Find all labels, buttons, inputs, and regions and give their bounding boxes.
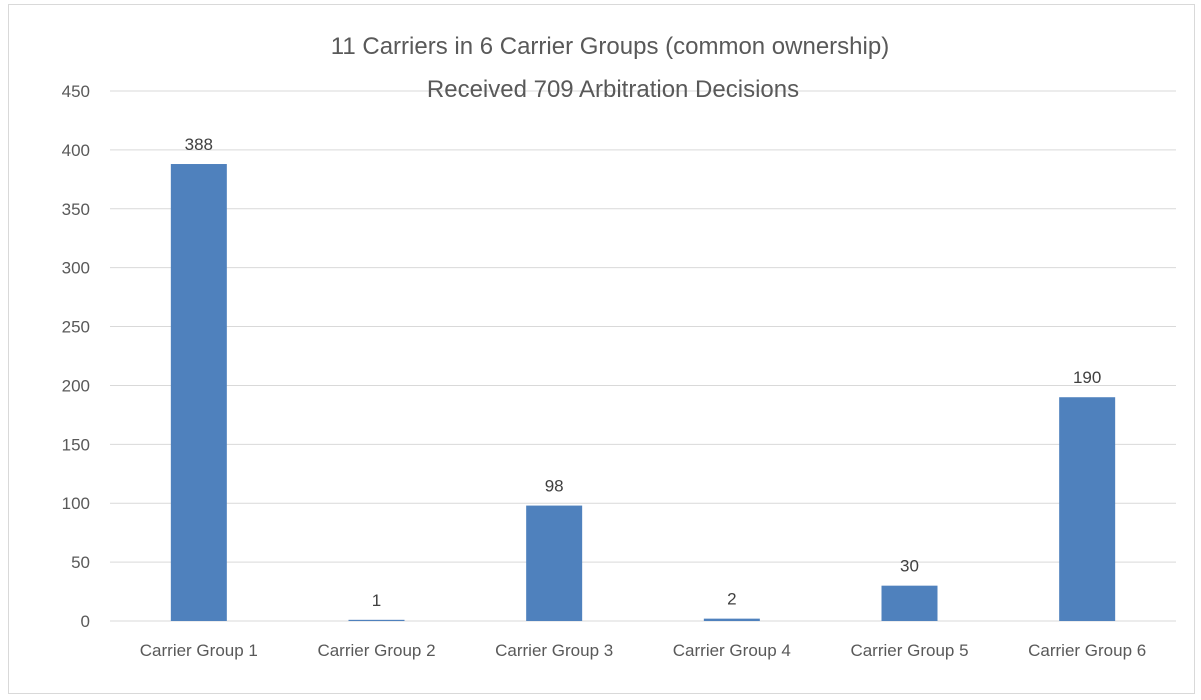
bar-4 [703,618,760,621]
data-label: 1 [372,591,381,610]
y-tick-label: 150 [62,435,90,454]
y-tick-label: 200 [62,376,90,395]
y-tick-label: 450 [62,82,90,101]
x-category-label: Carrier Group 1 [140,641,258,660]
y-tick-label: 50 [71,553,90,572]
data-label: 2 [727,590,736,609]
data-labels: 388 1 98 2 30 190 [185,135,1102,610]
x-category-label: Carrier Group 3 [495,641,613,660]
bar-6 [1059,397,1116,621]
data-label: 98 [545,477,564,496]
bar-3 [526,505,583,621]
data-label: 388 [185,135,213,154]
bar-5 [881,585,938,621]
y-tick-label: 400 [62,141,90,160]
data-label: 190 [1073,368,1101,387]
x-category-label: Carrier Group 6 [1028,641,1146,660]
y-tick-label: 100 [62,494,90,513]
x-category-label: Carrier Group 2 [317,641,435,660]
y-tick-label: 0 [81,612,90,631]
x-category-label: Carrier Group 4 [673,641,791,660]
y-tick-label: 300 [62,259,90,278]
x-category-label: Carrier Group 5 [850,641,968,660]
bars [170,164,1116,621]
chart-title-line-2: Received 709 Arbitration Decisions [427,76,799,103]
bar-1 [170,164,227,621]
gridlines [110,90,1176,622]
chart-title-line-1: 11 Carriers in 6 Carrier Groups (common … [331,33,889,60]
y-tick-label: 250 [62,318,90,337]
bar-2 [348,619,405,621]
x-axis-category-labels: Carrier Group 1 Carrier Group 2 Carrier Gr… [140,641,1146,660]
y-axis-tick-labels: 0 50 100 150 200 250 300 350 400 450 [62,82,90,631]
y-tick-label: 350 [62,200,90,219]
data-label: 30 [900,557,919,576]
